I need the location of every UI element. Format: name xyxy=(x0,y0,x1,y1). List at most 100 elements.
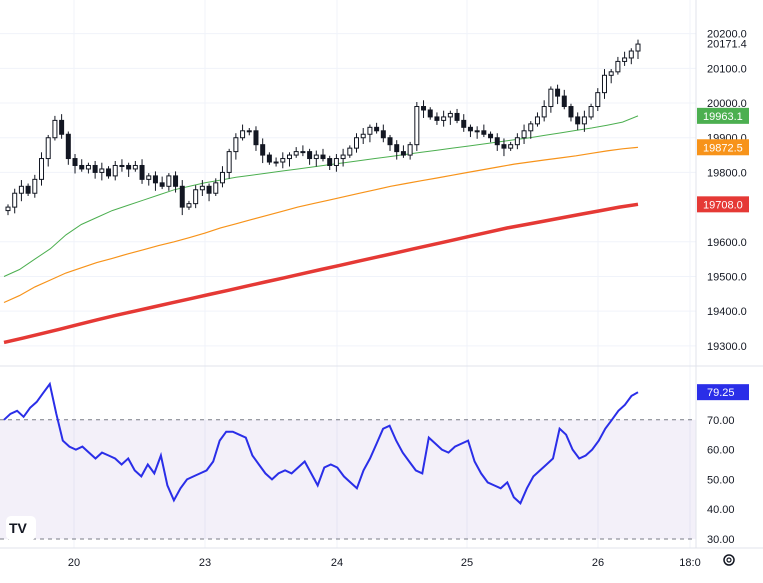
candle-body xyxy=(407,144,413,156)
candle-body xyxy=(340,154,346,160)
x-tick-label: 26 xyxy=(592,557,604,569)
candle-body xyxy=(622,57,628,62)
candle-body xyxy=(400,151,406,156)
x-tick-label: 18:0 xyxy=(679,557,700,569)
y-tick-label: 19500.0 xyxy=(707,271,747,283)
y-tick-label: 19400.0 xyxy=(707,306,747,318)
candle-body xyxy=(85,164,91,170)
candle-body xyxy=(173,175,179,187)
candle-body xyxy=(461,119,467,128)
price-label-box xyxy=(697,107,749,124)
candle-body xyxy=(32,178,38,194)
candle-body xyxy=(313,154,319,160)
candle-body xyxy=(347,147,353,156)
candle-body xyxy=(615,60,621,73)
candle-body xyxy=(320,154,326,160)
candle-body xyxy=(555,88,561,97)
candle-body xyxy=(454,112,460,121)
candle-body xyxy=(628,50,634,59)
rsi-tick-label: 70.00 xyxy=(707,415,735,427)
candle-body xyxy=(179,185,185,208)
candle-body xyxy=(447,112,453,118)
candle-body xyxy=(166,175,172,187)
moving-average-lines xyxy=(3,115,639,345)
y-tick-label: 20200.0 xyxy=(707,29,747,41)
candle-body xyxy=(494,137,500,146)
y-tick-label: 20100.0 xyxy=(707,63,747,75)
ma-series-line xyxy=(3,146,639,304)
candle-body xyxy=(588,106,594,118)
candle-body xyxy=(414,106,420,146)
y-tick-label: 19300.0 xyxy=(707,341,747,353)
x-tick-label: 20 xyxy=(68,557,80,569)
candle-body xyxy=(608,71,614,76)
price-label-box xyxy=(697,196,749,213)
candle-body xyxy=(501,144,507,149)
candle-body xyxy=(5,206,11,212)
candle-body xyxy=(12,192,18,208)
candle-body xyxy=(146,175,152,180)
candle-body xyxy=(534,116,540,125)
rsi-series-line xyxy=(3,381,639,505)
candle-body xyxy=(280,158,286,163)
candle-body xyxy=(333,158,339,166)
candle-body xyxy=(106,168,112,177)
price-label-box xyxy=(697,139,749,156)
rsi-tick-label: 40.00 xyxy=(707,504,735,516)
candle-body xyxy=(327,158,333,166)
candle-body xyxy=(186,203,192,208)
candle-body xyxy=(434,116,440,121)
candle-body xyxy=(441,116,447,121)
candle-body xyxy=(548,88,554,108)
candle-body xyxy=(575,116,581,125)
candle-body xyxy=(481,130,487,135)
candle-body xyxy=(307,151,313,160)
candle-body xyxy=(59,119,65,135)
ma-series-line xyxy=(3,202,639,345)
candle-body xyxy=(45,137,51,160)
candle-body xyxy=(152,175,158,184)
candle-body xyxy=(18,185,24,194)
candle-body xyxy=(595,92,601,108)
candle-body xyxy=(112,164,118,177)
candle-body xyxy=(514,137,520,146)
candle-body xyxy=(219,171,225,184)
candle-body xyxy=(65,133,71,160)
candle-body xyxy=(286,154,292,160)
candle-body xyxy=(240,130,246,139)
candle-body xyxy=(79,164,85,170)
candle-body xyxy=(467,126,473,132)
gear-icon[interactable] xyxy=(723,554,735,566)
candle-body xyxy=(52,119,58,139)
axes: 20 23 24 25 26 18:020200.020100.020000.019900… xyxy=(0,0,763,569)
candle-body xyxy=(374,126,380,132)
y-tick-label: 19800.0 xyxy=(707,167,747,179)
price-label-text: 19708.0 xyxy=(703,199,743,211)
candle-body xyxy=(360,133,366,139)
last-price-label: 20171.4 xyxy=(707,39,747,51)
candle-body xyxy=(266,154,272,163)
candle-body xyxy=(300,151,306,154)
candle-body xyxy=(354,137,360,149)
rsi-tick-label: 50.00 xyxy=(707,474,735,486)
candle-body xyxy=(159,182,165,187)
price-label-text: 19872.5 xyxy=(703,142,743,154)
candle-body xyxy=(601,74,607,94)
candle-body xyxy=(253,130,259,146)
candle-body xyxy=(561,95,567,108)
candle-body xyxy=(380,130,386,139)
price-label-text: 19963.1 xyxy=(703,111,743,123)
candle-body xyxy=(635,43,641,52)
candle-body xyxy=(387,137,393,146)
candle-body xyxy=(72,158,78,166)
candle-body xyxy=(39,158,45,180)
candlesticks xyxy=(5,39,641,216)
candle-body xyxy=(367,126,373,135)
candle-body xyxy=(193,189,199,205)
candle-body xyxy=(99,168,105,173)
candle-body xyxy=(260,144,266,156)
rsi-tick-label: 60.00 xyxy=(707,445,735,457)
candle-body xyxy=(246,130,252,133)
candle-body xyxy=(119,164,125,167)
